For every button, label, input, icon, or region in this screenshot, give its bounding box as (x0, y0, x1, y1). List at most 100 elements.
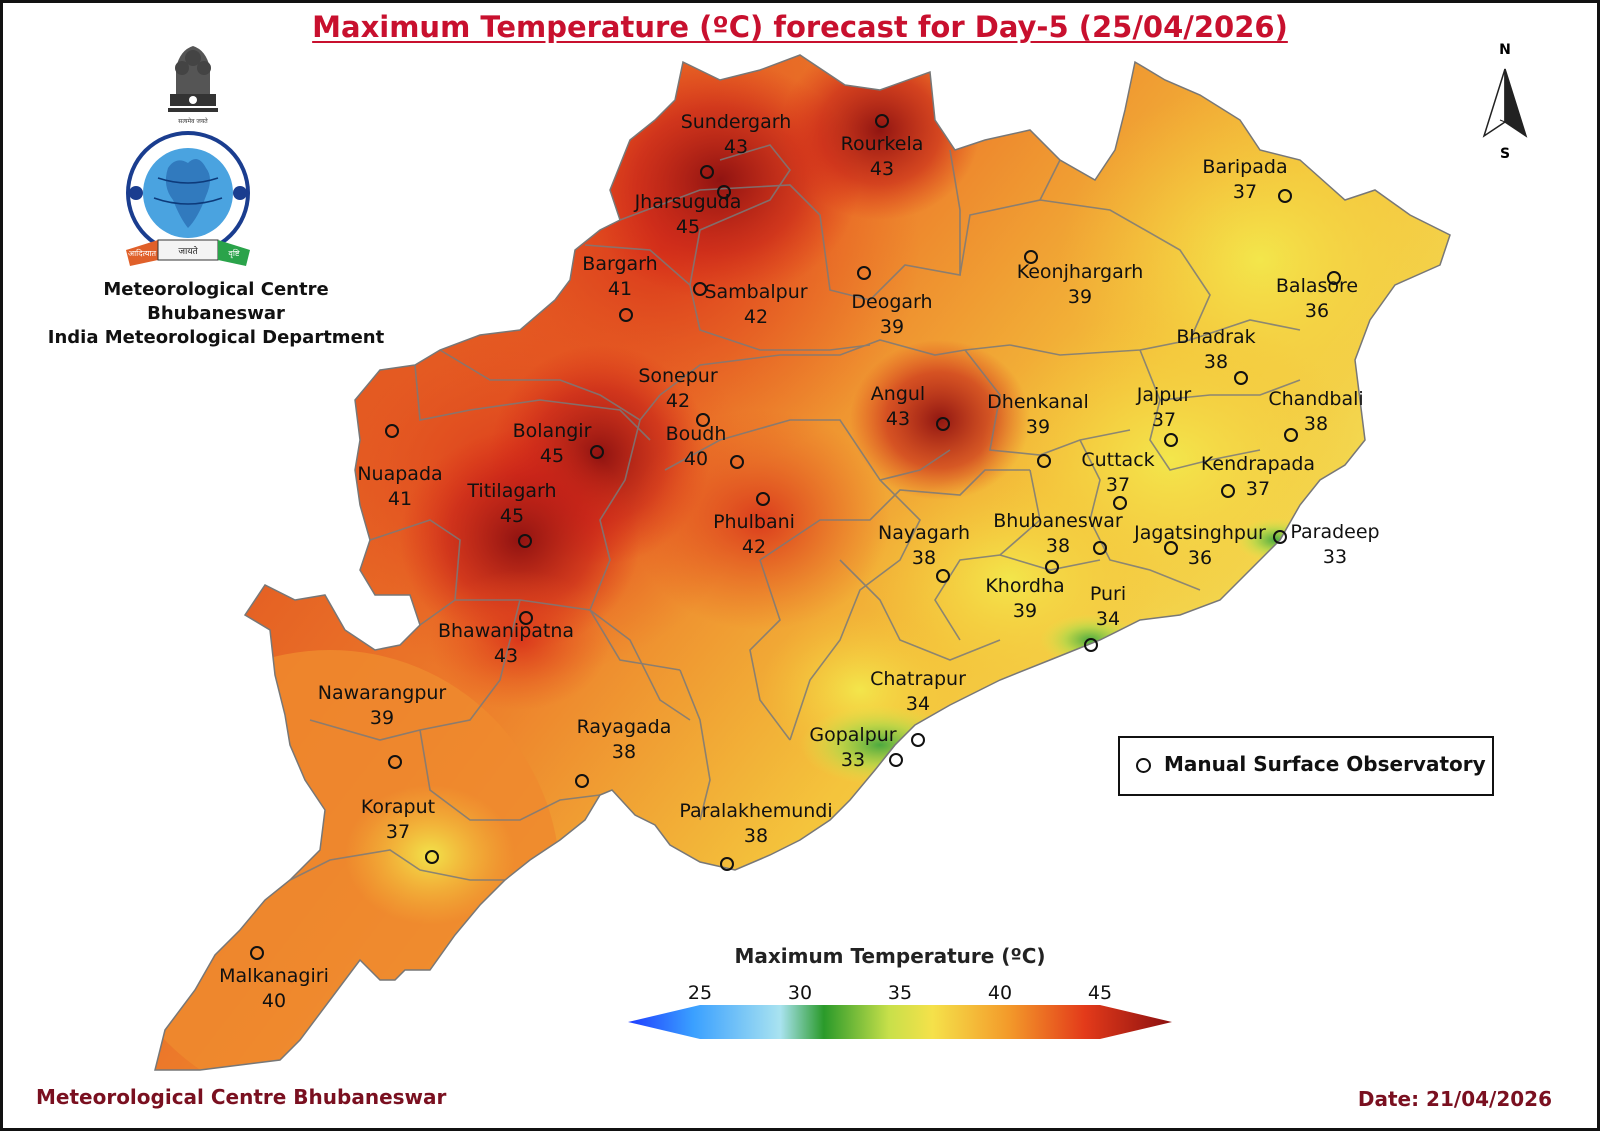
station-name: Khordha (985, 575, 1064, 597)
station-marker-icon (1327, 271, 1341, 285)
station-value: 33 (841, 749, 865, 771)
ashoka-emblem-icon (168, 46, 218, 112)
station-name: Nawarangpur (318, 682, 447, 704)
station-value: 37 (1152, 409, 1176, 431)
station-boudh: Boudh 40 (666, 423, 744, 470)
south-label: S (1499, 146, 1511, 162)
ribbon-text-right: वृष्टि (228, 248, 240, 259)
station-value: 38 (744, 825, 768, 847)
station-name: Deogarh (851, 291, 932, 313)
station-value: 42 (744, 306, 768, 328)
station-marker-icon (696, 413, 710, 427)
station-rourkela: Rourkela 43 (841, 114, 924, 180)
colorbar-tick-label: 30 (788, 982, 812, 1004)
station-sonepur: Sonepur 42 (638, 365, 718, 427)
station-marker-icon (1273, 530, 1287, 544)
station-chandbali: Chandbali 38 (1268, 388, 1364, 442)
station-value: 45 (676, 216, 700, 238)
station-value: 38 (1204, 351, 1228, 373)
footer-org: Meteorological Centre Bhubaneswar (36, 1085, 447, 1109)
colorbar-ramp (628, 1005, 1172, 1039)
station-cuttack: Cuttack 37 (1081, 449, 1155, 510)
legend-label: Manual Surface Observatory (1164, 752, 1486, 776)
station-marker-icon (857, 266, 871, 280)
station-marker-icon (575, 774, 589, 788)
station-value: 41 (388, 488, 412, 510)
station-name: Jagatsinghpur (1133, 522, 1266, 544)
station-name: Cuttack (1081, 449, 1154, 471)
station-bargarh: Bargarh 41 (582, 253, 658, 322)
ribbon-text-left: आदित्यात (128, 248, 157, 258)
station-paradeep: Paradeep 33 (1273, 521, 1380, 568)
station-keonjhargarh: Keonjhargarh 39 (1017, 250, 1144, 308)
north-label: N (1499, 42, 1511, 58)
imd-emblem-icon: सत्यमेव जयते आदित्यात जायते वृष्टि (118, 28, 268, 277)
station-koraput: Koraput 37 (361, 796, 439, 864)
station-marker-icon (518, 534, 532, 548)
station-jharsuguda: Jharsuguda 45 (634, 185, 742, 238)
station-value: 45 (540, 445, 564, 467)
station-name: Nuapada (357, 463, 442, 485)
station-value: 34 (1096, 608, 1120, 630)
colorbar: 25 30 35 40 45 (628, 982, 1172, 1039)
station-marker-icon (1164, 433, 1178, 447)
station-marker-icon (425, 850, 439, 864)
legend-box: Manual Surface Observatory (1118, 736, 1494, 796)
station-marker-icon (385, 424, 399, 438)
station-puri: Puri 34 (1084, 583, 1126, 652)
station-phulbani: Phulbani 42 (713, 492, 795, 558)
station-balasore: Balasore 36 (1276, 271, 1358, 322)
station-name: Malkanagiri (219, 965, 329, 987)
station-bolangir: Bolangir 45 (513, 420, 604, 467)
station-marker-icon (1221, 484, 1235, 498)
station-value: 38 (1046, 535, 1070, 557)
station-marker-icon (1234, 371, 1248, 385)
station-value: 40 (684, 448, 708, 470)
footer-date: Date: 21/04/2026 (1357, 1087, 1552, 1111)
station-marker-icon (911, 733, 925, 747)
station-marker-icon (700, 165, 714, 179)
station-value: 38 (612, 741, 636, 763)
org-line-1: Meteorological Centre Bhubaneswar (103, 279, 329, 324)
station-value: 43 (870, 158, 894, 180)
station-marker-icon (250, 946, 264, 960)
station-value: 39 (1068, 286, 1092, 308)
station-name: Titilagarh (466, 480, 556, 502)
station-marker-icon (1093, 541, 1107, 555)
station-value: 37 (1233, 181, 1257, 203)
station-marker-icon (1278, 189, 1292, 203)
station-value: 42 (742, 536, 766, 558)
colorbar-tick-label: 40 (988, 982, 1012, 1004)
station-name: Nayagarh (878, 522, 970, 544)
station-gopalpur: Gopalpur 33 (809, 724, 903, 771)
station-nawarangpur: Nawarangpur 39 (318, 682, 447, 769)
station-baripada: Baripada 37 (1202, 156, 1292, 203)
station-value: 40 (262, 990, 286, 1012)
station-marker-icon (1045, 560, 1059, 574)
station-value: 33 (1323, 546, 1347, 568)
station-name: Rayagada (577, 716, 672, 738)
station-value: 39 (1013, 600, 1037, 622)
station-name: Rourkela (841, 133, 924, 155)
station-name: Jharsuguda (634, 191, 742, 213)
station-value: 34 (906, 693, 930, 715)
station-sambalpur: Sambalpur 42 (693, 281, 808, 328)
station-value: 36 (1305, 300, 1329, 322)
page-title: Maximum Temperature (ºC) forecast for Da… (312, 10, 1288, 44)
station-marker-icon (1037, 454, 1051, 468)
station-marker-icon (1164, 541, 1178, 555)
station-value: 37 (1246, 478, 1270, 500)
station-nayagarh: Nayagarh 38 (878, 522, 970, 583)
station-value: 36 (1188, 547, 1212, 569)
colorbar-tick-label: 45 (1088, 982, 1112, 1004)
station-value: 38 (912, 547, 936, 569)
station-name: Keonjhargarh (1017, 261, 1144, 283)
station-name: Bolangir (513, 420, 592, 442)
station-name: Gopalpur (809, 724, 896, 746)
station-value: 37 (1106, 474, 1130, 496)
station-bhubaneswar: Bhubaneswar 38 (993, 510, 1123, 574)
station-dhenkanal: Dhenkanal 39 (987, 391, 1089, 468)
station-value: 39 (1026, 416, 1050, 438)
station-marker-icon (730, 455, 744, 469)
